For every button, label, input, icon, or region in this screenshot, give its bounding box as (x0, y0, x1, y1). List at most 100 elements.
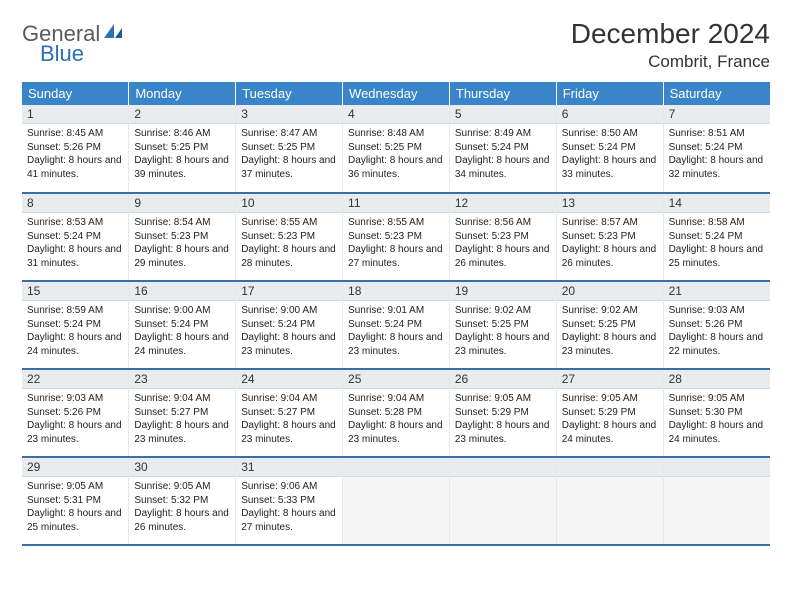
day-details: Sunrise: 8:56 AMSunset: 5:23 PMDaylight:… (450, 213, 556, 274)
day-number: 7 (664, 105, 770, 124)
day-details: Sunrise: 9:05 AMSunset: 5:30 PMDaylight:… (664, 389, 770, 450)
day-details: Sunrise: 9:02 AMSunset: 5:25 PMDaylight:… (557, 301, 663, 362)
day-details: Sunrise: 9:06 AMSunset: 5:33 PMDaylight:… (236, 477, 342, 538)
calendar-cell: 23Sunrise: 9:04 AMSunset: 5:27 PMDayligh… (129, 369, 236, 457)
weekday-header: Monday (129, 82, 236, 105)
calendar-cell: 19Sunrise: 9:02 AMSunset: 5:25 PMDayligh… (449, 281, 556, 369)
day-details: Sunrise: 9:04 AMSunset: 5:27 PMDaylight:… (129, 389, 235, 450)
day-details: Sunrise: 9:00 AMSunset: 5:24 PMDaylight:… (129, 301, 235, 362)
calendar-cell: 29Sunrise: 9:05 AMSunset: 5:31 PMDayligh… (22, 457, 129, 545)
day-details: Sunrise: 8:48 AMSunset: 5:25 PMDaylight:… (343, 124, 449, 185)
weekday-header: Friday (556, 82, 663, 105)
calendar-row: 29Sunrise: 9:05 AMSunset: 5:31 PMDayligh… (22, 457, 770, 545)
day-details: Sunrise: 9:00 AMSunset: 5:24 PMDaylight:… (236, 301, 342, 362)
day-number: 24 (236, 370, 342, 389)
calendar-cell: 17Sunrise: 9:00 AMSunset: 5:24 PMDayligh… (236, 281, 343, 369)
calendar-cell: 15Sunrise: 8:59 AMSunset: 5:24 PMDayligh… (22, 281, 129, 369)
day-details: Sunrise: 8:55 AMSunset: 5:23 PMDaylight:… (236, 213, 342, 274)
weekday-header: Thursday (449, 82, 556, 105)
calendar-cell: 26Sunrise: 9:05 AMSunset: 5:29 PMDayligh… (449, 369, 556, 457)
calendar-cell: 12Sunrise: 8:56 AMSunset: 5:23 PMDayligh… (449, 193, 556, 281)
day-number: 8 (22, 194, 128, 213)
logo-sail-icon (102, 22, 124, 45)
calendar-cell (343, 457, 450, 545)
day-details: Sunrise: 8:53 AMSunset: 5:24 PMDaylight:… (22, 213, 128, 274)
calendar-cell: 16Sunrise: 9:00 AMSunset: 5:24 PMDayligh… (129, 281, 236, 369)
calendar-cell: 31Sunrise: 9:06 AMSunset: 5:33 PMDayligh… (236, 457, 343, 545)
day-details: Sunrise: 9:03 AMSunset: 5:26 PMDaylight:… (664, 301, 770, 362)
day-details: Sunrise: 9:02 AMSunset: 5:25 PMDaylight:… (450, 301, 556, 362)
day-number: 28 (664, 370, 770, 389)
calendar-cell: 4Sunrise: 8:48 AMSunset: 5:25 PMDaylight… (343, 105, 450, 193)
day-details: Sunrise: 8:51 AMSunset: 5:24 PMDaylight:… (664, 124, 770, 185)
calendar-cell: 20Sunrise: 9:02 AMSunset: 5:25 PMDayligh… (556, 281, 663, 369)
day-number: 26 (450, 370, 556, 389)
calendar-cell: 8Sunrise: 8:53 AMSunset: 5:24 PMDaylight… (22, 193, 129, 281)
day-number: 17 (236, 282, 342, 301)
weekday-header-row: SundayMondayTuesdayWednesdayThursdayFrid… (22, 82, 770, 105)
day-number: 20 (557, 282, 663, 301)
day-details: Sunrise: 8:50 AMSunset: 5:24 PMDaylight:… (557, 124, 663, 185)
calendar-cell: 3Sunrise: 8:47 AMSunset: 5:25 PMDaylight… (236, 105, 343, 193)
day-number: 11 (343, 194, 449, 213)
calendar-cell: 7Sunrise: 8:51 AMSunset: 5:24 PMDaylight… (663, 105, 770, 193)
month-title: December 2024 (571, 18, 770, 50)
day-number: 30 (129, 458, 235, 477)
calendar-cell: 11Sunrise: 8:55 AMSunset: 5:23 PMDayligh… (343, 193, 450, 281)
calendar-cell (663, 457, 770, 545)
day-number: 2 (129, 105, 235, 124)
day-number: 22 (22, 370, 128, 389)
day-details: Sunrise: 8:58 AMSunset: 5:24 PMDaylight:… (664, 213, 770, 274)
calendar-row: 1Sunrise: 8:45 AMSunset: 5:26 PMDaylight… (22, 105, 770, 193)
day-details: Sunrise: 9:04 AMSunset: 5:28 PMDaylight:… (343, 389, 449, 450)
weekday-header: Sunday (22, 82, 129, 105)
calendar-cell: 5Sunrise: 8:49 AMSunset: 5:24 PMDaylight… (449, 105, 556, 193)
calendar-cell: 13Sunrise: 8:57 AMSunset: 5:23 PMDayligh… (556, 193, 663, 281)
calendar-cell: 28Sunrise: 9:05 AMSunset: 5:30 PMDayligh… (663, 369, 770, 457)
calendar-cell: 2Sunrise: 8:46 AMSunset: 5:25 PMDaylight… (129, 105, 236, 193)
calendar-cell: 30Sunrise: 9:05 AMSunset: 5:32 PMDayligh… (129, 457, 236, 545)
day-details: Sunrise: 8:47 AMSunset: 5:25 PMDaylight:… (236, 124, 342, 185)
calendar-cell (556, 457, 663, 545)
day-details: Sunrise: 8:55 AMSunset: 5:23 PMDaylight:… (343, 213, 449, 274)
logo-text-blue: Blue (40, 43, 124, 65)
day-number: 19 (450, 282, 556, 301)
calendar-body: 1Sunrise: 8:45 AMSunset: 5:26 PMDaylight… (22, 105, 770, 545)
day-number: 15 (22, 282, 128, 301)
weekday-header: Saturday (663, 82, 770, 105)
day-number: 4 (343, 105, 449, 124)
day-number: 6 (557, 105, 663, 124)
day-number: 10 (236, 194, 342, 213)
day-number: 9 (129, 194, 235, 213)
day-details: Sunrise: 9:05 AMSunset: 5:31 PMDaylight:… (22, 477, 128, 538)
day-number: 18 (343, 282, 449, 301)
logo: General Blue (22, 18, 124, 65)
day-number: 25 (343, 370, 449, 389)
day-number: 12 (450, 194, 556, 213)
day-number: 16 (129, 282, 235, 301)
weekday-header: Tuesday (236, 82, 343, 105)
day-details: Sunrise: 9:05 AMSunset: 5:29 PMDaylight:… (450, 389, 556, 450)
day-number: 3 (236, 105, 342, 124)
header: General Blue December 2024 Combrit, Fran… (22, 18, 770, 72)
day-number: 1 (22, 105, 128, 124)
calendar-cell: 6Sunrise: 8:50 AMSunset: 5:24 PMDaylight… (556, 105, 663, 193)
weekday-header: Wednesday (343, 82, 450, 105)
day-details: Sunrise: 8:45 AMSunset: 5:26 PMDaylight:… (22, 124, 128, 185)
calendar-row: 22Sunrise: 9:03 AMSunset: 5:26 PMDayligh… (22, 369, 770, 457)
calendar-cell: 25Sunrise: 9:04 AMSunset: 5:28 PMDayligh… (343, 369, 450, 457)
day-details: Sunrise: 8:46 AMSunset: 5:25 PMDaylight:… (129, 124, 235, 185)
day-details: Sunrise: 9:04 AMSunset: 5:27 PMDaylight:… (236, 389, 342, 450)
day-details: Sunrise: 8:54 AMSunset: 5:23 PMDaylight:… (129, 213, 235, 274)
calendar-cell: 21Sunrise: 9:03 AMSunset: 5:26 PMDayligh… (663, 281, 770, 369)
day-details: Sunrise: 8:59 AMSunset: 5:24 PMDaylight:… (22, 301, 128, 362)
day-number: 14 (664, 194, 770, 213)
calendar-cell: 10Sunrise: 8:55 AMSunset: 5:23 PMDayligh… (236, 193, 343, 281)
calendar-cell: 27Sunrise: 9:05 AMSunset: 5:29 PMDayligh… (556, 369, 663, 457)
calendar-cell: 9Sunrise: 8:54 AMSunset: 5:23 PMDaylight… (129, 193, 236, 281)
day-details: Sunrise: 8:57 AMSunset: 5:23 PMDaylight:… (557, 213, 663, 274)
day-number: 31 (236, 458, 342, 477)
calendar-cell: 22Sunrise: 9:03 AMSunset: 5:26 PMDayligh… (22, 369, 129, 457)
day-number-empty (450, 458, 556, 477)
day-number-empty (343, 458, 449, 477)
